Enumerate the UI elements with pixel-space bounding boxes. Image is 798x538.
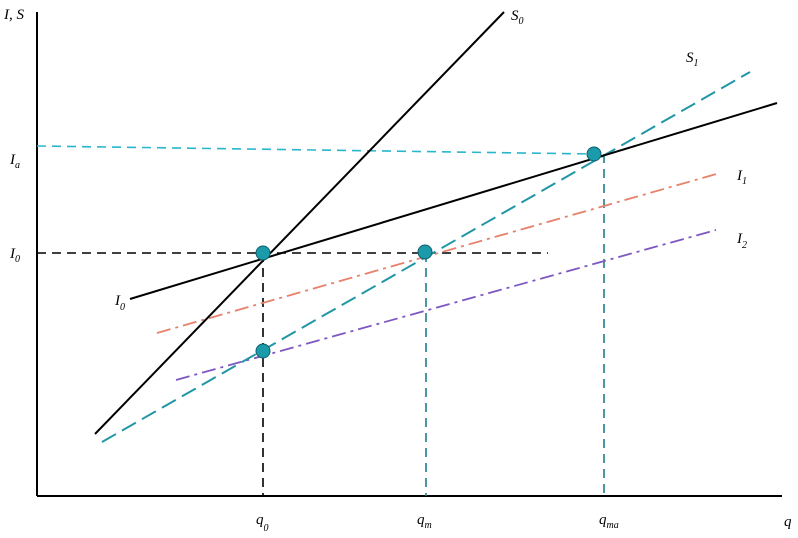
ia-guide-line bbox=[36, 145, 595, 155]
tick-label-qma: qma bbox=[599, 512, 619, 531]
tick-label-i0: I0 bbox=[9, 246, 20, 265]
point-qma-ia bbox=[586, 146, 602, 162]
point-q0-i2 bbox=[255, 343, 271, 359]
curve-label-i2: I2 bbox=[736, 231, 747, 251]
curve-label-s0: S0 bbox=[511, 8, 524, 27]
tick-label-ia: Ia bbox=[9, 152, 20, 171]
curve-label-i1: I1 bbox=[736, 168, 747, 187]
curve-label-s1: S1 bbox=[686, 50, 699, 69]
tick-label-q0: q0 bbox=[256, 512, 269, 534]
point-qm-i0 bbox=[417, 244, 433, 260]
i0-line bbox=[129, 102, 778, 300]
x-axis-label: q bbox=[784, 514, 792, 530]
tick-label-qm: qm bbox=[417, 512, 432, 531]
curve-label-i0: I0 bbox=[114, 293, 125, 313]
s0-line bbox=[94, 11, 505, 435]
i1-line bbox=[156, 172, 721, 334]
y-axis-label: I, S bbox=[3, 7, 24, 23]
point-q0-i0 bbox=[255, 245, 271, 261]
